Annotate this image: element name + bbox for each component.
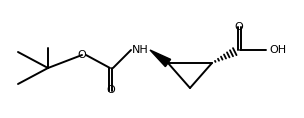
Polygon shape: [150, 50, 171, 67]
Text: NH: NH: [132, 45, 148, 55]
Text: O: O: [78, 50, 86, 60]
Text: O: O: [235, 22, 244, 32]
Text: O: O: [107, 85, 116, 95]
Text: OH: OH: [269, 45, 287, 55]
